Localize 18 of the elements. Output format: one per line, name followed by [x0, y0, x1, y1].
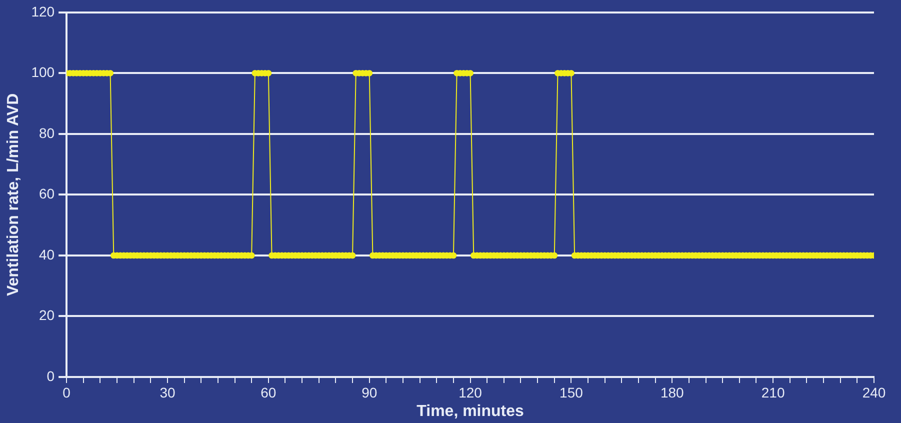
- x-tick-label: 0: [62, 384, 71, 400]
- y-tick-label: 0: [46, 368, 55, 384]
- x-tick-label: 210: [761, 384, 785, 400]
- x-axis-title: Time, minutes: [416, 402, 524, 420]
- y-tick-label: 120: [31, 3, 55, 20]
- x-tick-label: 30: [160, 384, 176, 400]
- x-tick-label: 150: [560, 384, 584, 400]
- x-tick-label: 240: [862, 384, 886, 400]
- y-axis-title: Ventilation rate, L/min AVD: [5, 93, 22, 296]
- x-tick-label: 90: [362, 384, 378, 400]
- y-tick-label: 80: [38, 124, 55, 141]
- x-tick-label: 180: [660, 384, 684, 400]
- y-tick-label: 20: [38, 307, 55, 324]
- x-tick-label: 60: [260, 384, 276, 400]
- y-tick-label: 40: [38, 246, 55, 262]
- y-tick-label: 60: [38, 186, 55, 202]
- y-tick-label: 100: [31, 64, 55, 80]
- x-tick-label: 120: [458, 384, 482, 400]
